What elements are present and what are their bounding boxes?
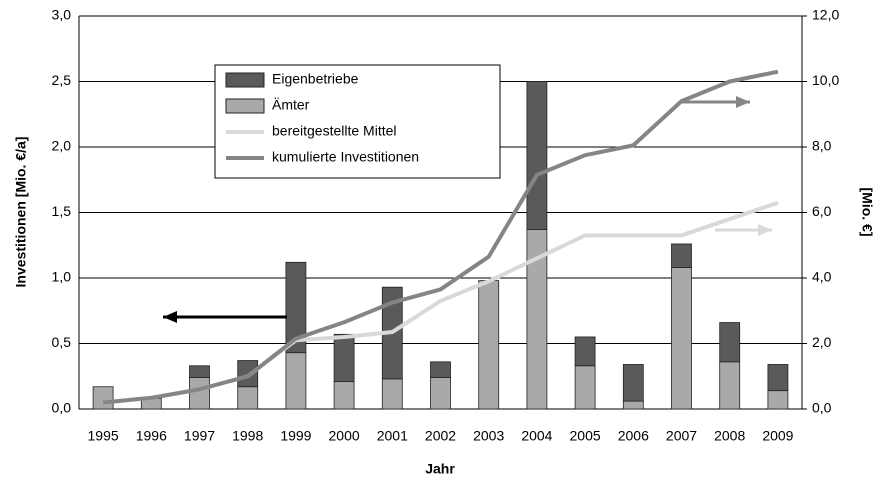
x-tick-label: 1995 bbox=[88, 428, 119, 444]
line bbox=[102, 69, 779, 405]
y-axis-label: Investitionen [Mio. €/a] bbox=[13, 137, 29, 288]
bar bbox=[767, 364, 789, 392]
legend-label: Eigenbetriebe bbox=[272, 71, 359, 87]
y2-tick-label: 8,0 bbox=[812, 138, 832, 154]
legend-label: Ämter bbox=[272, 97, 310, 113]
arrow-head bbox=[758, 224, 772, 236]
y-tick-label: 3,0 bbox=[52, 7, 72, 23]
legend-label: kumulierte Investitionen bbox=[272, 149, 419, 165]
y-tick-label: 0,0 bbox=[52, 400, 72, 416]
y2-axis-label: [Mio. €] bbox=[859, 188, 875, 237]
bar bbox=[189, 365, 210, 378]
bar bbox=[574, 365, 596, 410]
legend-swatch bbox=[225, 72, 265, 88]
bar bbox=[622, 364, 644, 402]
bar bbox=[285, 352, 307, 410]
y-tick-label: 2,0 bbox=[52, 138, 72, 154]
x-tick-label: 2002 bbox=[425, 428, 456, 444]
x-tick-label: 1998 bbox=[232, 428, 263, 444]
y2-tick-label: 4,0 bbox=[812, 269, 832, 285]
bar bbox=[478, 280, 500, 410]
y-tick-label: 1,5 bbox=[52, 203, 72, 219]
bar bbox=[574, 336, 596, 367]
x-tick-label: 2003 bbox=[473, 428, 504, 444]
x-axis-label: Jahr bbox=[425, 461, 455, 477]
bar bbox=[333, 381, 355, 410]
y2-tick-label: 10,0 bbox=[812, 72, 839, 88]
x-tick-label: 2007 bbox=[666, 428, 697, 444]
bar bbox=[767, 390, 789, 410]
y-tick-label: 2,5 bbox=[52, 72, 72, 88]
arrow-head bbox=[163, 311, 177, 323]
x-tick-label: 2004 bbox=[521, 428, 552, 444]
bar bbox=[189, 377, 210, 410]
bar bbox=[719, 322, 741, 363]
y2-tick-label: 6,0 bbox=[812, 203, 832, 219]
y-tick-label: 0,5 bbox=[52, 334, 72, 350]
x-tick-label: 2005 bbox=[570, 428, 601, 444]
bar bbox=[430, 361, 451, 378]
bar bbox=[92, 386, 114, 410]
bar bbox=[381, 378, 403, 410]
bar bbox=[526, 81, 548, 230]
x-tick-label: 1996 bbox=[136, 428, 167, 444]
x-tick-label: 2006 bbox=[618, 428, 649, 444]
bar bbox=[671, 267, 692, 410]
bar bbox=[622, 400, 644, 410]
x-tick-label: 2008 bbox=[714, 428, 745, 444]
x-tick-label: 2001 bbox=[377, 428, 408, 444]
bar bbox=[671, 243, 692, 268]
x-tick-label: 2009 bbox=[762, 428, 793, 444]
y-tick-label: 1,0 bbox=[52, 269, 72, 285]
bar bbox=[285, 261, 307, 354]
x-tick-label: 1999 bbox=[280, 428, 311, 444]
arrow-head bbox=[736, 96, 750, 108]
bar bbox=[237, 360, 259, 388]
bar bbox=[430, 377, 451, 410]
bar bbox=[333, 333, 355, 382]
bar bbox=[237, 386, 259, 410]
legend-swatch bbox=[225, 98, 265, 114]
legend-label: bereitgestellte Mittel bbox=[272, 123, 397, 139]
y2-tick-label: 12,0 bbox=[812, 7, 839, 23]
y2-tick-label: 2,0 bbox=[812, 334, 832, 350]
x-tick-label: 2000 bbox=[329, 428, 360, 444]
x-tick-label: 1997 bbox=[184, 428, 215, 444]
bar bbox=[719, 361, 741, 410]
y2-tick-label: 0,0 bbox=[812, 400, 832, 416]
